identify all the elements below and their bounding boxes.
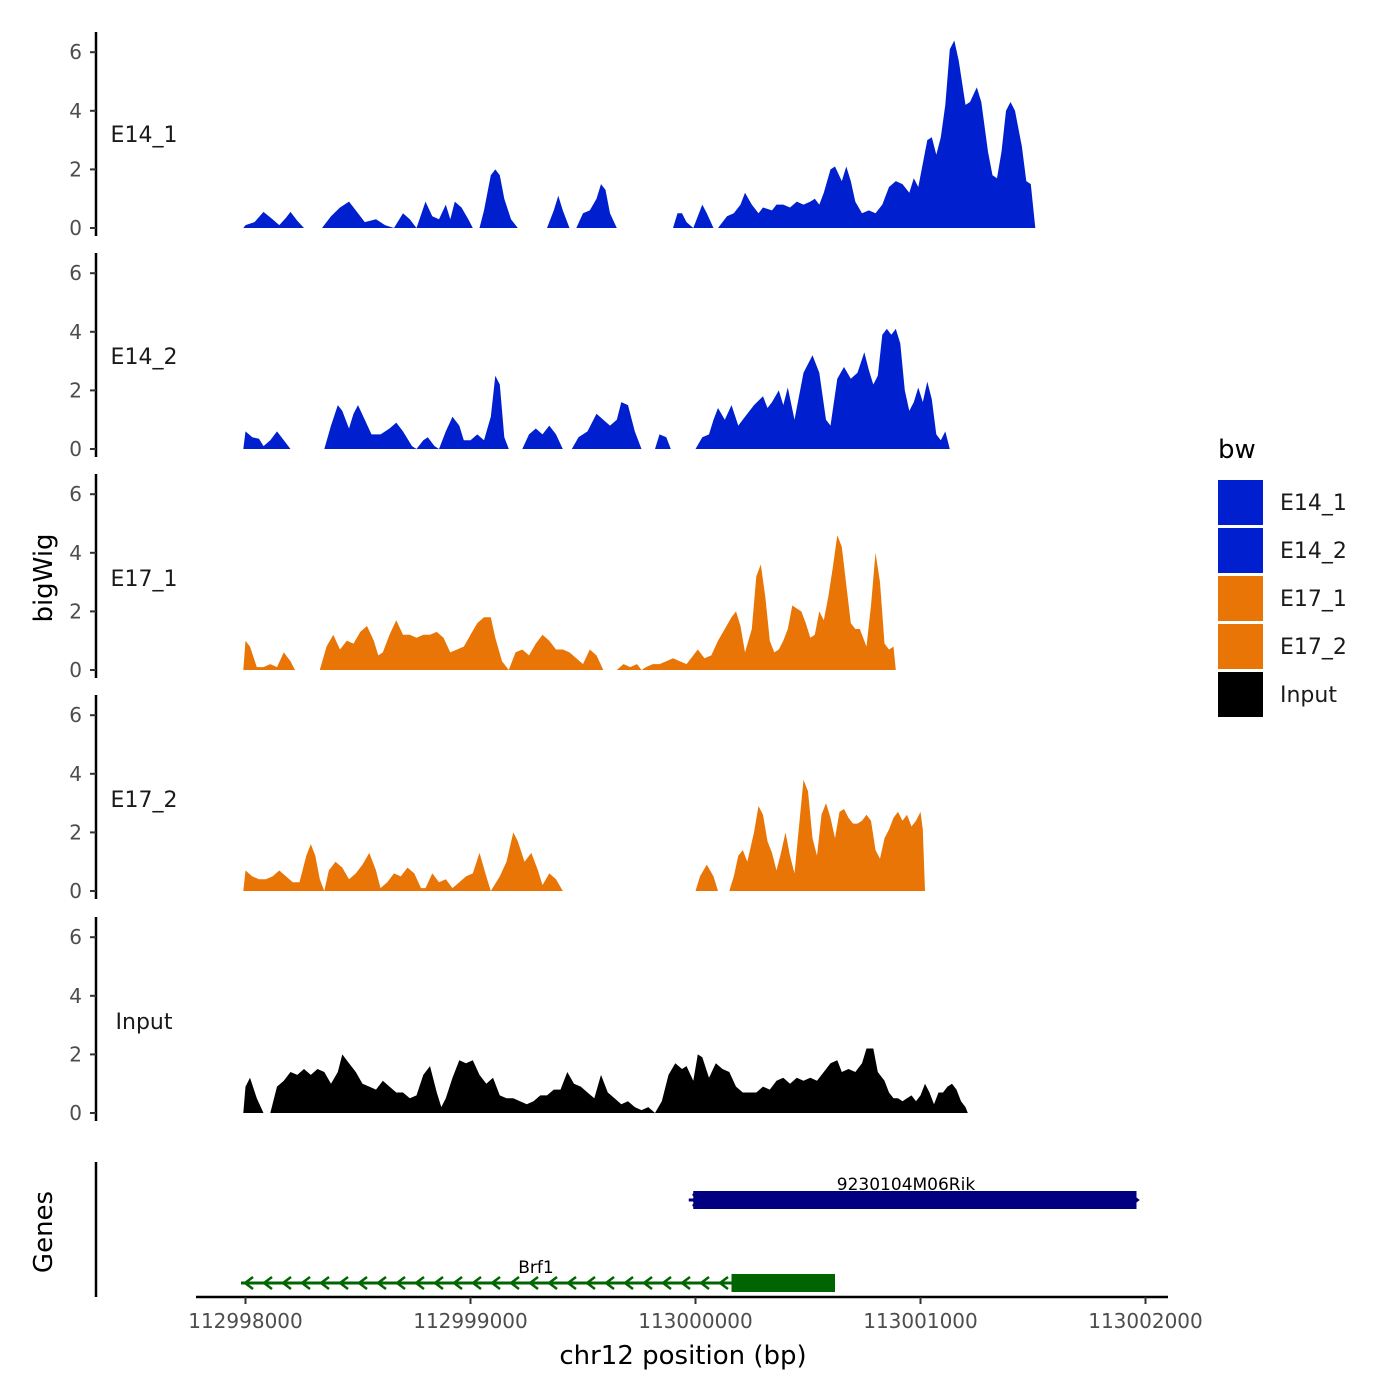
x-tick-label: 112998000 bbox=[188, 1309, 303, 1333]
track-label-E14_1: E14_1 bbox=[111, 123, 178, 148]
legend-swatch-Input bbox=[1218, 672, 1263, 717]
x-tick-label: 113002000 bbox=[1088, 1309, 1203, 1333]
gene-label: 9230104M06Rik bbox=[837, 1175, 976, 1195]
strand-arrow bbox=[489, 1276, 501, 1290]
legend: bw E14_1 E14_2 E17_1 E17_2 Input bbox=[1218, 435, 1347, 717]
legend-label-E14_1: E14_1 bbox=[1280, 491, 1347, 516]
y-axis-title: bigWig bbox=[29, 533, 59, 622]
gene-9230104M06Rik: 9230104M06Rik bbox=[688, 1175, 1140, 1209]
strand-arrow bbox=[603, 1276, 615, 1290]
strand-arrow bbox=[717, 1276, 729, 1290]
x-axis-title: chr12 position (bp) bbox=[559, 1341, 806, 1371]
y-tick-label: 0 bbox=[69, 879, 82, 903]
legend-label-E17_1: E17_1 bbox=[1280, 587, 1347, 612]
x-tick-label: 112999000 bbox=[413, 1309, 528, 1333]
legend-title: bw bbox=[1218, 435, 1256, 465]
y-tick-label: 6 bbox=[69, 482, 82, 506]
legend-label-E14_2: E14_2 bbox=[1280, 539, 1347, 564]
genes-track: 9230104M06Rik Brf1 bbox=[94, 1162, 1140, 1297]
x-axis: 112998000 112999000 113000000 113001000 1130… bbox=[188, 1295, 1203, 1333]
gene-exon bbox=[731, 1274, 835, 1292]
strand-arrow bbox=[565, 1276, 577, 1290]
track-label-E14_2: E14_2 bbox=[111, 345, 178, 370]
genes-axis-title: Genes bbox=[29, 1191, 59, 1273]
area-E14_1 bbox=[243, 40, 1036, 228]
x-tick-label: 113001000 bbox=[863, 1309, 978, 1333]
y-tick-label: 6 bbox=[69, 261, 82, 285]
strand-arrow bbox=[375, 1276, 387, 1290]
strand-arrow bbox=[527, 1276, 539, 1290]
strand-arrow bbox=[413, 1276, 425, 1290]
strand-arrow bbox=[261, 1276, 273, 1290]
area-E14_2 bbox=[243, 328, 950, 449]
strand-arrow bbox=[508, 1276, 520, 1290]
area-E17_2 bbox=[243, 779, 926, 891]
strand-arrow bbox=[242, 1276, 254, 1290]
area-E17_1 bbox=[243, 535, 896, 670]
y-tick-label: 4 bbox=[69, 99, 82, 123]
y-tick-label: 0 bbox=[69, 216, 82, 240]
strand-arrow bbox=[622, 1276, 634, 1290]
y-tick-label: 6 bbox=[69, 703, 82, 727]
strand-arrow bbox=[641, 1276, 653, 1290]
strand-arrow bbox=[356, 1276, 368, 1290]
strand-arrow bbox=[394, 1276, 406, 1290]
strand-arrow bbox=[299, 1276, 311, 1290]
strand-arrow bbox=[679, 1276, 691, 1290]
track-E17_2: 0 2 4 6 E17_2 bbox=[69, 695, 926, 903]
x-tick-label: 113000000 bbox=[638, 1309, 753, 1333]
bigwig-tracks: 0 2 4 6 E14_1 0 2 4 6 E14_2 0 2 4 6 E17_1 0 2 4 6 E17_2 0 2 4 6… bbox=[69, 32, 1036, 1125]
strand-arrow bbox=[546, 1276, 558, 1290]
gene-exon bbox=[693, 1191, 1137, 1209]
legend-swatch-E17_1 bbox=[1218, 576, 1263, 621]
track-label-E17_2: E17_2 bbox=[111, 788, 178, 813]
strand-arrow bbox=[660, 1276, 672, 1290]
y-tick-label: 0 bbox=[69, 658, 82, 682]
legend-label-Input: Input bbox=[1280, 683, 1337, 708]
strand-arrow bbox=[470, 1276, 482, 1290]
y-tick-label: 6 bbox=[69, 925, 82, 949]
legend-swatch-E14_1 bbox=[1218, 480, 1263, 525]
y-tick-label: 4 bbox=[69, 320, 82, 344]
strand-arrow bbox=[337, 1276, 349, 1290]
track-label-Input: Input bbox=[116, 1010, 173, 1035]
strand-arrow bbox=[698, 1276, 710, 1290]
y-tick-label: 6 bbox=[69, 40, 82, 64]
track-label-E17_1: E17_1 bbox=[111, 567, 178, 592]
strand-arrow bbox=[432, 1276, 444, 1290]
area-Input bbox=[243, 1048, 968, 1113]
y-tick-label: 2 bbox=[69, 1042, 82, 1066]
y-tick-label: 4 bbox=[69, 541, 82, 565]
y-tick-label: 2 bbox=[69, 820, 82, 844]
track-E14_1: 0 2 4 6 E14_1 bbox=[69, 32, 1036, 240]
y-tick-label: 2 bbox=[69, 378, 82, 402]
track-E14_2: 0 2 4 6 E14_2 bbox=[69, 253, 950, 461]
strand-arrow bbox=[280, 1276, 292, 1290]
y-tick-label: 2 bbox=[69, 157, 82, 181]
y-tick-label: 4 bbox=[69, 762, 82, 786]
strand-arrow bbox=[451, 1276, 463, 1290]
track-Input: 0 2 4 6 Input bbox=[69, 917, 968, 1125]
gene-label: Brf1 bbox=[518, 1258, 553, 1278]
y-tick-label: 4 bbox=[69, 984, 82, 1008]
legend-swatch-E14_2 bbox=[1218, 528, 1263, 573]
y-tick-label: 0 bbox=[69, 1101, 82, 1125]
gene-Brf1: Brf1 bbox=[241, 1258, 835, 1292]
legend-swatch-E17_2 bbox=[1218, 624, 1263, 669]
track-E17_1: 0 2 4 6 E17_1 bbox=[69, 474, 896, 682]
strand-arrow bbox=[318, 1276, 330, 1290]
strand-arrow bbox=[584, 1276, 596, 1290]
y-tick-label: 2 bbox=[69, 599, 82, 623]
legend-label-E17_2: E17_2 bbox=[1280, 635, 1347, 660]
y-tick-label: 0 bbox=[69, 437, 82, 461]
